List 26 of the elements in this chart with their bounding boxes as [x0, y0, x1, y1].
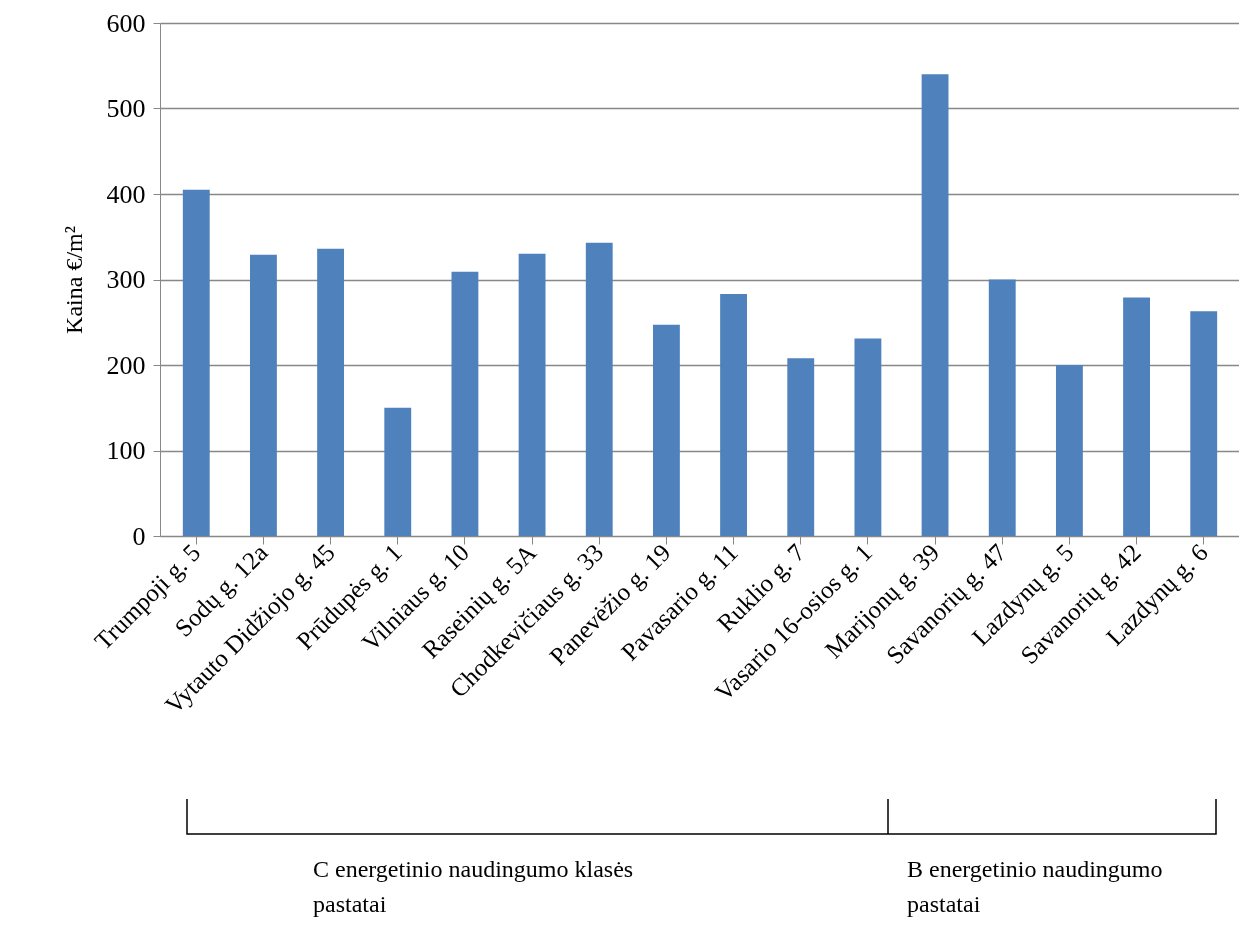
bar — [1123, 297, 1150, 536]
y-tick-label: 100 — [106, 436, 146, 465]
y-tick-label: 400 — [106, 179, 146, 209]
bar — [787, 358, 815, 536]
bar — [250, 254, 277, 536]
bar — [585, 242, 613, 536]
text: C energetinio naudingumo klasės pastatai — [313, 855, 635, 919]
y-tick-label: 200 — [106, 350, 146, 380]
bar — [652, 324, 680, 536]
bar — [1055, 365, 1083, 536]
bar — [317, 248, 345, 536]
bar — [988, 279, 1016, 536]
bar — [1190, 311, 1218, 536]
bar — [182, 189, 210, 536]
y-tick-label: 0 — [132, 521, 146, 551]
text: B energetinio naudingumo pastatai — [907, 855, 1164, 919]
y-axis-title: Kaina €/m² — [60, 226, 87, 334]
y-tick-label: 300 — [106, 265, 146, 294]
y-tick-label: 600 — [106, 8, 146, 38]
bar — [384, 407, 412, 536]
bar — [720, 294, 748, 536]
bar — [921, 74, 949, 536]
bar — [451, 271, 479, 536]
y-tick-label: 500 — [106, 94, 146, 123]
bar — [518, 253, 546, 536]
bar — [854, 338, 882, 536]
